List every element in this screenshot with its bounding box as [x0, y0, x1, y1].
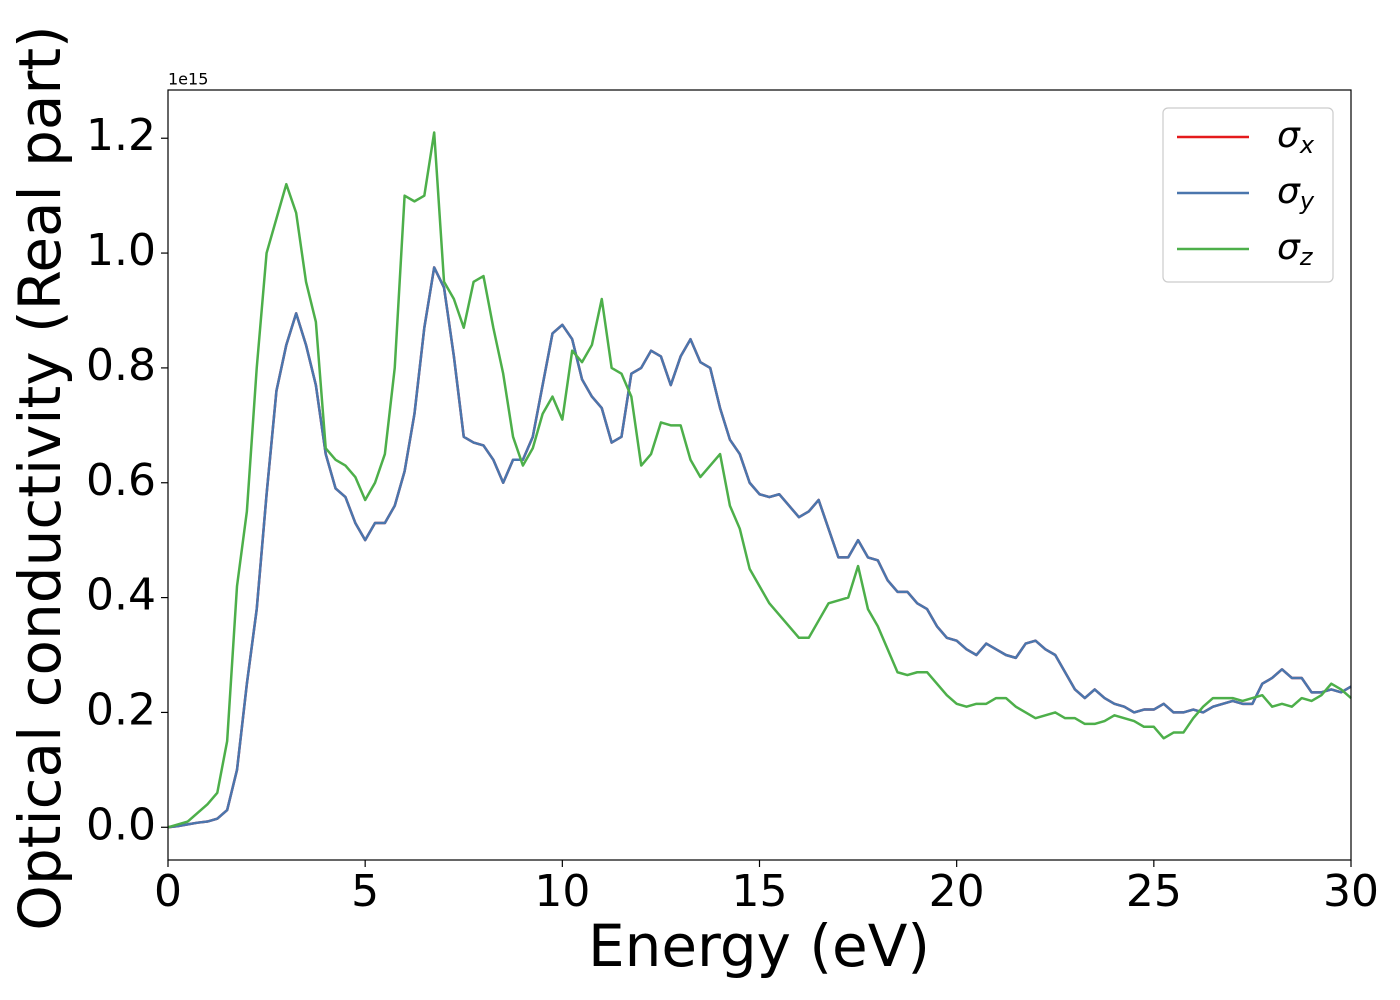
x-tick-label: 30	[1323, 866, 1379, 917]
legend-label: σx	[1277, 115, 1315, 159]
y-tick-label: 1.2	[86, 110, 156, 161]
x-axis-label: Energy (eV)	[588, 912, 930, 980]
plot-frame	[167, 89, 1352, 861]
y-tick-label: 0.0	[86, 799, 156, 850]
legend-box	[1162, 107, 1334, 283]
legend-label: σz	[1277, 227, 1314, 271]
y-tick-label: 0.2	[86, 684, 156, 735]
legend-label: σy	[1277, 171, 1315, 215]
x-tick-label: 5	[351, 866, 379, 917]
x-tick-label: 20	[929, 866, 985, 917]
y-tick-label: 0.8	[86, 340, 156, 391]
x-tick-label: 10	[534, 866, 590, 917]
y-tick-label: 0.6	[86, 455, 156, 506]
series-line	[167, 266, 1352, 829]
series-line	[167, 131, 1352, 829]
x-tick-label: 25	[1126, 866, 1182, 917]
y-axis-label: Optical conductivity (Real part)	[6, 25, 74, 930]
x-tick-label: 15	[732, 866, 788, 917]
series-line	[167, 266, 1352, 829]
y-tick-label: 1.0	[86, 225, 156, 276]
x-tick-label: 0	[154, 866, 182, 917]
y-tick-label: 0.4	[86, 570, 156, 621]
y-offset-text: 1e15	[168, 70, 208, 89]
